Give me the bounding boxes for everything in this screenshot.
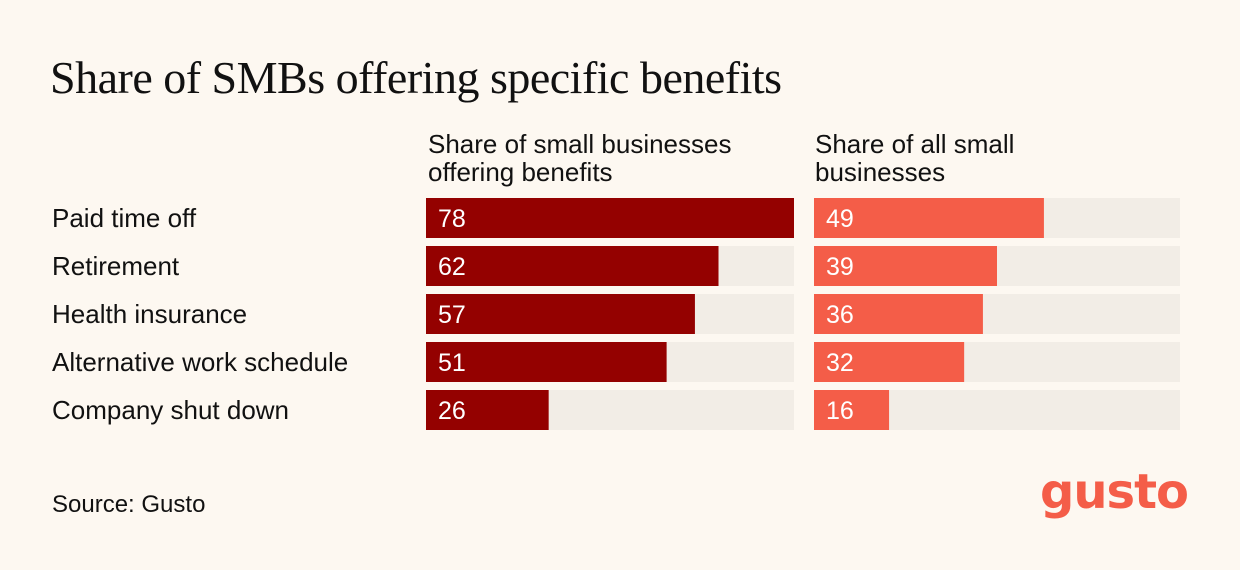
column-header-all-small-businesses: Share of all small businesses bbox=[815, 129, 1015, 187]
bar-b-health-insurance bbox=[814, 294, 983, 334]
category-label-company-shut-down: Company shut down bbox=[52, 395, 289, 425]
category-label-retirement: Retirement bbox=[52, 251, 180, 281]
bar-value-label-a-retirement: 62 bbox=[438, 253, 466, 281]
bar-value-label-b-alternative-work-schedule: 32 bbox=[826, 349, 854, 377]
bar-a-company-shut-down bbox=[426, 390, 549, 430]
column-header-businesses-offering-benefits: Share of small businesses offering benef… bbox=[428, 129, 732, 187]
bar-value-label-b-health-insurance: 36 bbox=[826, 301, 854, 329]
chart-title: Share of SMBs offering specific benefits bbox=[50, 52, 782, 103]
category-label-alternative-work-schedule: Alternative work schedule bbox=[52, 347, 348, 377]
bar-a-retirement bbox=[426, 246, 719, 286]
bar-a-health-insurance bbox=[426, 294, 695, 334]
bar-value-label-a-alternative-work-schedule: 51 bbox=[438, 349, 466, 377]
bar-value-label-b-paid-time-off: 49 bbox=[826, 205, 854, 233]
source-note: Source: Gusto bbox=[52, 491, 206, 518]
bar-b-retirement bbox=[814, 246, 997, 286]
category-label-paid-time-off: Paid time off bbox=[52, 203, 197, 233]
bar-a-alternative-work-schedule bbox=[426, 342, 667, 382]
bar-value-label-a-company-shut-down: 26 bbox=[438, 397, 466, 425]
bar-value-label-b-company-shut-down: 16 bbox=[826, 397, 854, 425]
bar-a-paid-time-off bbox=[426, 198, 794, 238]
bar-b-company-shut-down bbox=[814, 390, 890, 430]
bar-value-label-a-paid-time-off: 78 bbox=[438, 205, 466, 233]
gusto-logo: gusto bbox=[1039, 464, 1189, 520]
bar-value-label-b-retirement: 39 bbox=[826, 253, 854, 281]
bar-b-alternative-work-schedule bbox=[814, 342, 965, 382]
category-label-health-insurance: Health insurance bbox=[52, 299, 247, 329]
bar-b-paid-time-off bbox=[814, 198, 1044, 238]
bar-value-label-a-health-insurance: 57 bbox=[438, 301, 466, 329]
